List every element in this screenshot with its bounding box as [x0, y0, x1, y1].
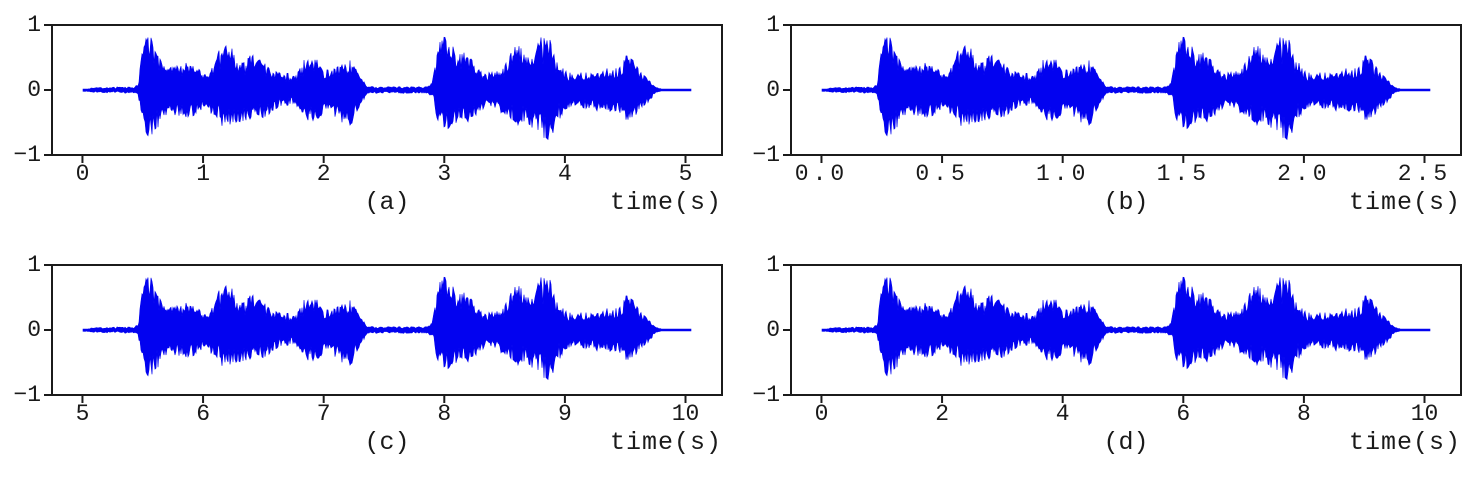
x-tick-label: 6 [196, 401, 210, 427]
x-axis-unit-b: time(s) [1348, 188, 1461, 217]
waveform-chart-c [44, 264, 723, 403]
y-tick-label: 0 [766, 317, 780, 343]
x-axis-unit-d: time(s) [1348, 428, 1461, 457]
x-tick-label: 5 [678, 161, 693, 187]
x-tick-label: 0.0 [794, 161, 849, 187]
x-tick-label: 8 [437, 401, 452, 427]
subplot-label-a: (a) [364, 188, 410, 217]
x-tick-label: 2.5 [1397, 161, 1452, 187]
x-tick-label: 6 [1176, 401, 1191, 427]
subplot-d: 0 2 4 6 8 10 1 0 −1 (d) time(s) [739, 240, 1478, 480]
x-axis-unit-c: time(s) [609, 428, 722, 457]
y-tick-label: −1 [13, 382, 41, 408]
x-tick-label: 0.5 [915, 161, 969, 187]
x-tick-label: 5 [75, 401, 90, 427]
x-tick-label: 2 [316, 161, 331, 187]
x-tick-label: 4 [557, 161, 572, 187]
y-tick-label: 0 [27, 317, 41, 343]
subplot-c: 5 6 7 8 9 10 1 0 −1 (c) time(s) [0, 240, 739, 480]
x-tick-label: 3 [437, 161, 452, 187]
x-tick-label: 10 [671, 401, 700, 427]
y-tick-label: 1 [27, 252, 41, 278]
x-tick-label: 7 [316, 401, 331, 427]
subplot-a: 0 1 2 3 4 5 1 0 −1 (a) time(s) [0, 0, 739, 240]
subplot-b: 0.0 0.5 1.0 1.5 2.0 2.5 1 0 −1 (b) time(s) [739, 0, 1478, 240]
x-tick-label: 1 [196, 161, 210, 187]
x-tick-label: 1.5 [1156, 161, 1211, 187]
waveform-chart-d [783, 264, 1462, 403]
y-tick-label: −1 [13, 142, 41, 168]
x-tick-label: 0 [75, 161, 90, 187]
x-axis-unit-a: time(s) [609, 188, 722, 217]
subplot-label-c: (c) [364, 428, 410, 457]
waveform-chart-a [44, 24, 723, 163]
y-tick-label: 1 [27, 12, 41, 38]
waveform-chart-b [783, 24, 1462, 163]
x-tick-label: 2 [935, 401, 949, 427]
y-tick-label: −1 [752, 382, 780, 408]
x-tick-label: 10 [1410, 401, 1439, 427]
x-tick-label: 8 [1296, 401, 1311, 427]
x-tick-label: 0 [814, 401, 829, 427]
y-tick-label: 1 [766, 12, 780, 38]
y-tick-label: 0 [766, 77, 780, 103]
x-tick-label: 4 [1055, 401, 1070, 427]
subplot-label-d: (d) [1103, 428, 1149, 457]
y-tick-label: 0 [27, 77, 41, 103]
y-tick-label: −1 [752, 142, 780, 168]
x-tick-label: 9 [557, 401, 572, 427]
subplot-label-b: (b) [1103, 188, 1149, 217]
y-tick-label: 1 [766, 252, 780, 278]
x-tick-label: 1.0 [1035, 161, 1090, 187]
x-tick-label: 2.0 [1277, 161, 1331, 187]
